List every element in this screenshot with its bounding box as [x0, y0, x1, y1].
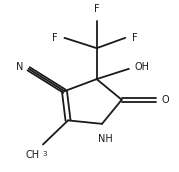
Text: CH: CH: [25, 150, 39, 160]
Text: F: F: [52, 33, 57, 43]
Text: O: O: [161, 95, 169, 105]
Text: 3: 3: [42, 151, 47, 157]
Text: NH: NH: [98, 134, 113, 144]
Text: F: F: [132, 33, 138, 43]
Text: OH: OH: [134, 62, 149, 72]
Text: F: F: [94, 4, 100, 14]
Text: N: N: [16, 62, 23, 72]
